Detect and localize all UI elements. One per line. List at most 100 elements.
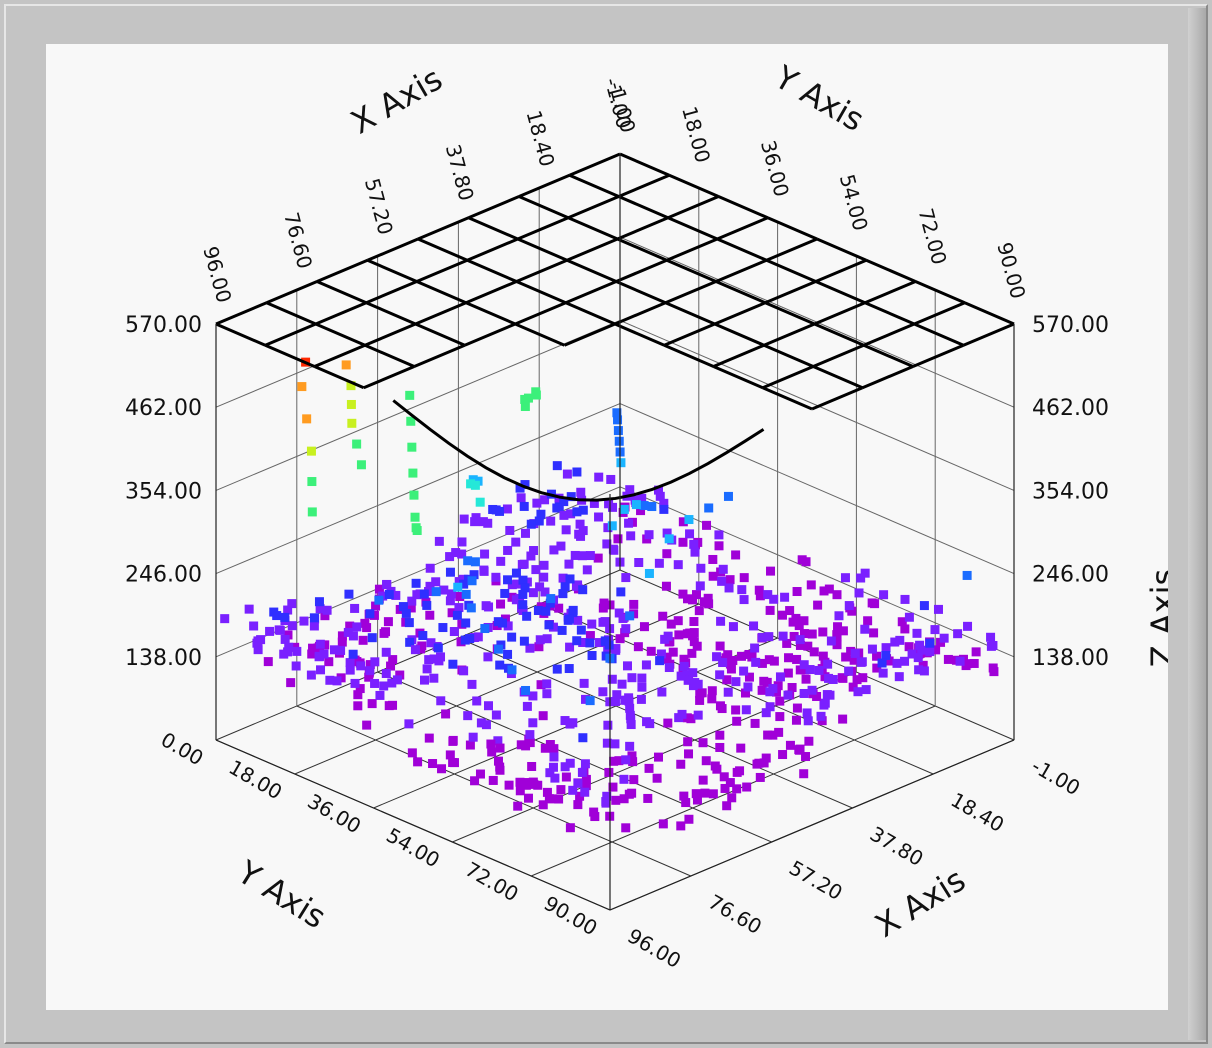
data-point — [988, 640, 998, 650]
data-point — [609, 756, 619, 766]
surface-line — [616, 237, 668, 262]
surface-line — [865, 258, 917, 283]
data-point — [722, 675, 732, 685]
wall-grid-line — [215, 403, 621, 575]
data-point — [512, 579, 522, 589]
data-point — [560, 762, 570, 772]
data-point — [757, 685, 767, 695]
data-point — [856, 573, 866, 583]
data-point — [445, 750, 455, 760]
z-tick-label-left: 138.00 — [125, 646, 202, 671]
data-point — [683, 737, 693, 747]
data-point — [697, 688, 707, 698]
data-point — [418, 631, 428, 641]
data-point — [953, 629, 963, 639]
data-point — [519, 559, 529, 569]
data-point — [554, 603, 564, 613]
data-point — [411, 578, 421, 588]
window-bevel — [4, 4, 1208, 1044]
data-point — [244, 604, 254, 614]
x-axis-title: X Axis — [868, 860, 972, 944]
data-point — [575, 791, 585, 801]
data-point — [452, 610, 462, 620]
data-point — [550, 773, 560, 783]
surface-line — [813, 322, 865, 347]
data-point — [724, 583, 734, 593]
data-point — [854, 588, 864, 598]
data-point — [552, 664, 562, 674]
data-point — [863, 616, 873, 626]
data-point — [573, 778, 583, 788]
data-point — [631, 500, 641, 510]
data-point — [534, 642, 544, 652]
data-point — [358, 635, 368, 645]
data-point — [925, 638, 935, 648]
data-point — [708, 789, 718, 799]
data-point — [626, 714, 636, 724]
top-x-tick-label: 18.40 — [522, 108, 560, 170]
surface-line — [913, 322, 965, 347]
surface-line — [416, 258, 468, 283]
data-point — [695, 695, 705, 705]
surface-line — [364, 343, 415, 368]
data-point — [736, 743, 746, 753]
data-point — [626, 531, 636, 541]
data-point — [718, 564, 728, 574]
data-point — [566, 492, 576, 502]
y-tick-label: 36.00 — [304, 789, 366, 838]
data-point — [792, 654, 802, 664]
data-point — [481, 720, 491, 730]
data-point — [684, 515, 694, 525]
data-point — [692, 641, 702, 651]
data-point — [491, 710, 501, 720]
data-point — [775, 696, 785, 706]
surface-line — [812, 365, 864, 390]
y-tick-label: 0.00 — [157, 727, 208, 770]
data-point — [840, 573, 850, 583]
data-point — [612, 690, 622, 700]
data-point — [486, 739, 496, 749]
data-point — [434, 656, 444, 666]
data-point — [799, 616, 809, 626]
data-point — [824, 584, 834, 594]
data-point — [422, 664, 432, 674]
data-point — [437, 764, 447, 774]
data-point — [370, 657, 380, 667]
surface-line — [514, 322, 566, 347]
data-point — [420, 675, 430, 685]
data-point — [819, 586, 829, 596]
data-point — [483, 652, 493, 662]
data-point — [698, 775, 708, 785]
data-point — [463, 711, 473, 721]
data-point — [660, 634, 670, 644]
data-point — [731, 550, 741, 560]
surface-line — [864, 301, 915, 326]
data-point — [580, 787, 590, 797]
surface-line — [861, 365, 914, 390]
data-point — [754, 585, 764, 595]
data-point — [682, 713, 692, 723]
data-point — [578, 733, 588, 743]
data-point — [578, 505, 588, 515]
data-point — [765, 605, 775, 615]
data-point — [441, 709, 451, 719]
data-point — [329, 645, 339, 655]
data-point — [426, 638, 436, 648]
data-point — [658, 611, 668, 621]
data-point — [470, 557, 480, 567]
data-point — [307, 507, 317, 517]
data-point — [407, 748, 417, 758]
data-point — [732, 784, 742, 794]
data-point — [531, 565, 541, 575]
data-point — [841, 652, 851, 662]
data-point — [445, 552, 455, 562]
data-point — [846, 646, 856, 656]
data-point — [752, 759, 762, 769]
data-point — [625, 741, 635, 751]
surface-line — [615, 258, 668, 283]
data-point — [633, 642, 643, 652]
surface-line — [568, 152, 621, 177]
data-point — [749, 621, 759, 631]
data-point — [585, 638, 595, 648]
